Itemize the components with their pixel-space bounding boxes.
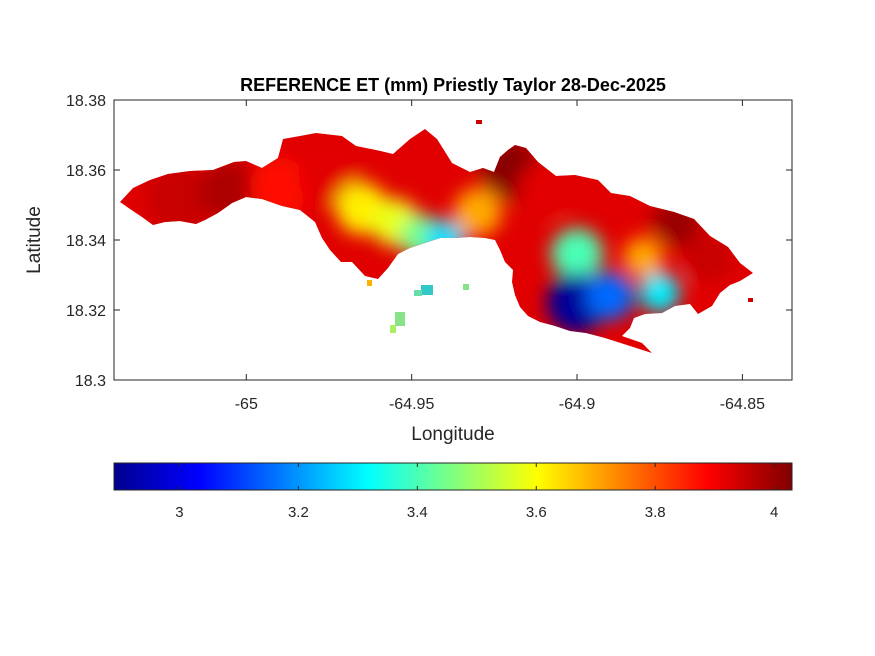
et-region: [586, 272, 635, 320]
x-tick-label: -65: [235, 396, 258, 413]
et-region: [685, 233, 734, 282]
colorbar-tick-label: 3.4: [407, 504, 428, 521]
colorbar-tick-label: 3.6: [526, 504, 547, 521]
et-region: [453, 188, 502, 236]
island-fragment: [463, 284, 469, 290]
island-fragment: [421, 285, 433, 295]
colorbar: [113, 462, 793, 491]
x-axis-label: Longitude: [411, 424, 494, 445]
y-tick-label: 18.34: [66, 233, 106, 250]
et-region: [639, 272, 680, 313]
island-fragment: [476, 120, 482, 124]
y-tick-label: 18.36: [66, 163, 106, 180]
y-tick-label: 18.32: [66, 303, 106, 320]
x-tick-label: -64.9: [559, 396, 596, 413]
island-fragments: [367, 120, 753, 333]
y-axis-label: Latitude: [24, 206, 45, 274]
colorbar-tick-label: 3: [175, 504, 183, 521]
colorbar-tick-label: 3.8: [645, 504, 666, 521]
island-fragment: [748, 298, 753, 302]
x-axis: -65 -64.95 -64.9 -64.85: [235, 100, 765, 413]
et-region: [623, 237, 664, 278]
chart-title: REFERENCE ET (mm) Priestly Taylor 28-Dec…: [240, 75, 666, 95]
x-tick-label: -64.95: [389, 396, 434, 413]
y-tick-label: 18.38: [66, 93, 106, 110]
y-tick-label: 18.3: [75, 373, 106, 390]
x-tick-label: -64.85: [720, 396, 765, 413]
y-axis: 18.3 18.32 18.34 18.36 18.38: [66, 93, 792, 390]
island-fragment: [395, 312, 405, 326]
island-fragment: [390, 325, 396, 333]
colorbar-ticks: 3 3.2 3.4 3.6 3.8 4: [175, 463, 778, 521]
colorbar-tick-label: 4: [770, 504, 778, 521]
et-region: [146, 164, 215, 232]
island-fragment: [367, 280, 372, 286]
colorbar-tick-label: 3.2: [288, 504, 309, 521]
island-fragment: [414, 290, 422, 296]
et-region: [551, 228, 604, 280]
